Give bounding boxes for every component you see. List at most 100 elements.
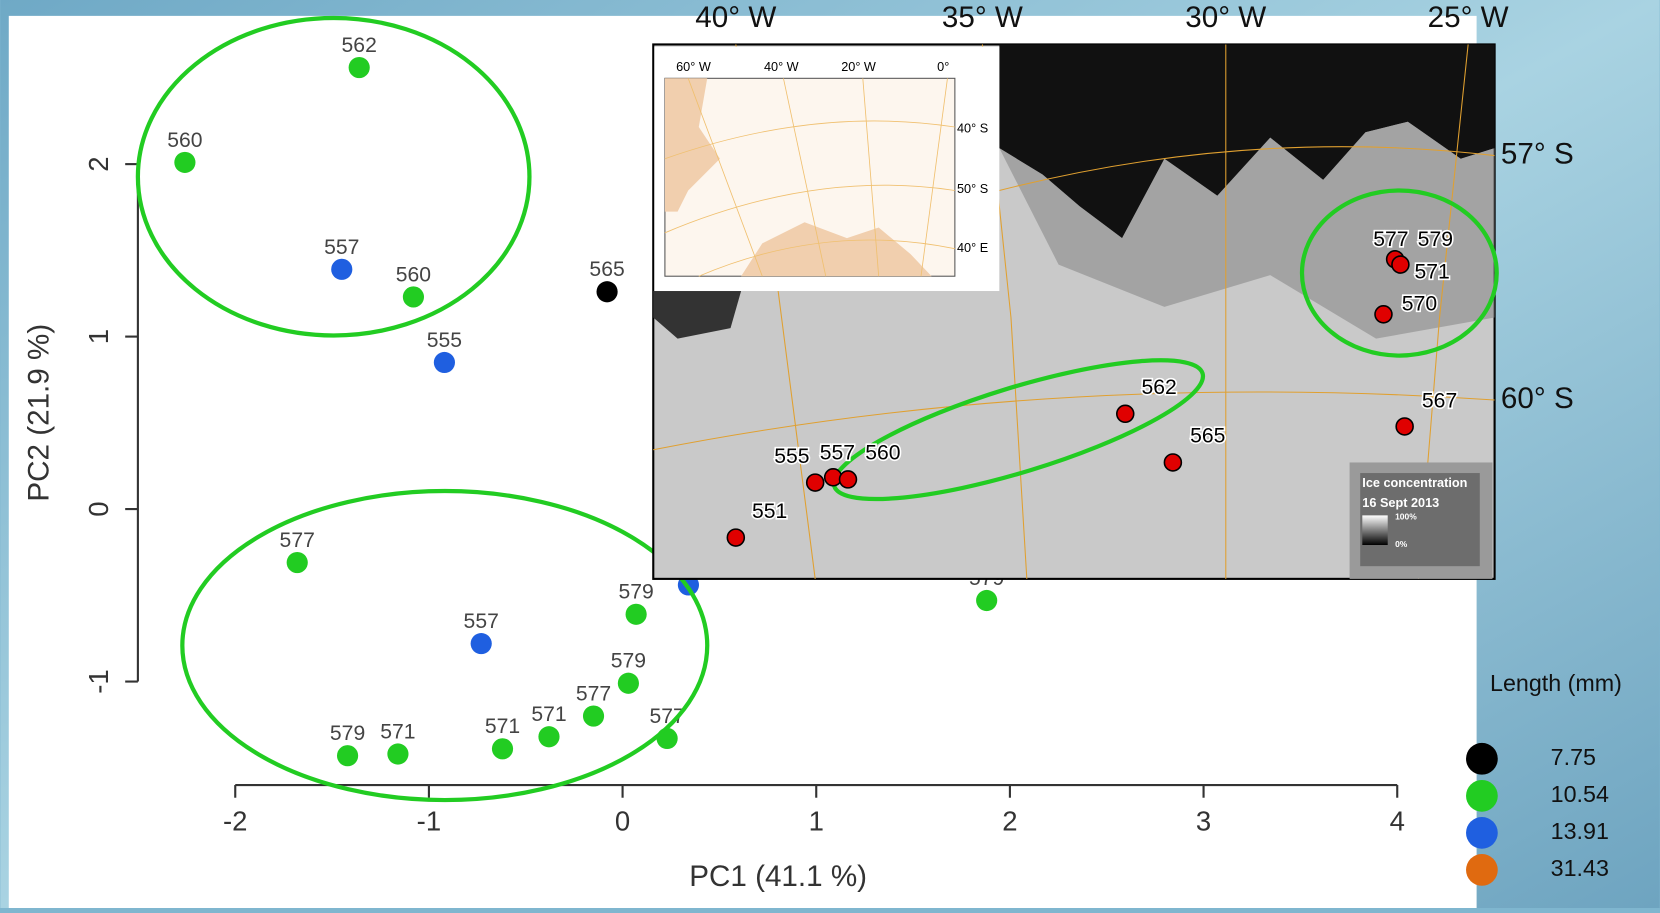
station-label: 555 — [774, 445, 809, 468]
station — [1391, 255, 1410, 274]
longitude-label: 35° W — [942, 1, 1023, 34]
station — [1374, 305, 1393, 324]
x-tick-label: -1 — [417, 806, 441, 837]
ice-free-water — [653, 44, 1495, 239]
y-tick-label: -1 — [83, 669, 114, 693]
longitude-label: 25° W — [1428, 1, 1509, 34]
point-label: 571 — [531, 703, 566, 726]
legend-label: 31.43 — [1551, 855, 1609, 881]
legend-label: 13.91 — [1551, 818, 1609, 844]
point — [174, 151, 196, 173]
inset-lon-label: 60° W — [676, 60, 711, 74]
point-label: 565 — [589, 258, 624, 281]
station-label: 577 — [1373, 228, 1408, 251]
station — [726, 528, 746, 547]
point — [433, 351, 455, 374]
parallel — [999, 146, 1495, 192]
point — [617, 672, 639, 694]
point-label: 560 — [167, 129, 202, 152]
point — [336, 745, 359, 767]
y-tick-label: 0 — [83, 501, 114, 516]
point — [625, 603, 647, 625]
point — [470, 633, 492, 655]
station — [1395, 417, 1414, 436]
inset-lat-label: 40° S — [957, 121, 988, 135]
latitude-label: 57° S — [1501, 137, 1574, 170]
inset-lat-label: 40° E — [957, 241, 988, 255]
ice-free-patch — [653, 291, 742, 339]
cluster-ellipse — [1299, 188, 1499, 358]
x-tick-label: 3 — [1196, 806, 1211, 837]
inset-lon-label: 0° — [937, 60, 949, 74]
point — [656, 727, 678, 750]
point-label: 571 — [380, 720, 415, 743]
point-label: 577 — [649, 705, 684, 728]
x-tick-label: 1 — [809, 806, 824, 837]
inset-graticule — [664, 78, 955, 277]
station — [1163, 453, 1183, 472]
legend-swatch — [1466, 816, 1498, 849]
station-label: 551 — [752, 500, 787, 523]
point — [402, 286, 425, 308]
legend-title: Length (mm) — [1490, 670, 1622, 696]
land — [664, 78, 932, 277]
x-axis-label: PC1 (41.1 %) — [689, 860, 867, 893]
point-label: 579 — [618, 581, 653, 604]
station-label: 571 — [1415, 261, 1450, 284]
ice-legend-title: Ice concentration — [1362, 476, 1467, 490]
inset-lat-label: 50° S — [957, 182, 988, 196]
y-tick-label: 1 — [83, 329, 114, 344]
legend: Length (mm) 7.75 10.54 13.91 31.43 — [1466, 670, 1622, 886]
point-label: 579 — [611, 650, 646, 673]
point-label: 560 — [396, 263, 431, 286]
station — [838, 470, 858, 489]
x-tick-label: 4 — [1390, 806, 1405, 837]
station-label: 579 — [1418, 228, 1453, 251]
ice-legend-high: 100% — [1395, 512, 1417, 522]
point — [331, 258, 353, 280]
inset-lon-label: 40° W — [764, 60, 799, 74]
point-label: 557 — [324, 236, 359, 259]
y-tick-label: 2 — [83, 156, 114, 171]
cluster-ellipse — [135, 15, 532, 338]
cluster-ellipse — [180, 488, 710, 803]
ice-legend-low: 0% — [1395, 539, 1408, 549]
longitude-label: 40° W — [695, 1, 776, 34]
y-axis-label: PC2 (21.9 %) — [22, 324, 55, 502]
station — [1115, 404, 1135, 424]
x-tick-label: 2 — [1002, 806, 1017, 837]
point — [582, 705, 605, 727]
parallel — [653, 391, 1495, 451]
ice-legend-date: 16 Sept 2013 — [1362, 496, 1439, 510]
legend-label: 7.75 — [1551, 744, 1596, 770]
point — [491, 738, 514, 760]
point — [286, 551, 308, 574]
x-tick-label: 0 — [615, 806, 630, 837]
station-label: 570 — [1402, 292, 1437, 315]
x-tick-label: -2 — [223, 806, 247, 837]
station-label: 562 — [1141, 376, 1176, 399]
ice-edge — [999, 121, 1495, 339]
scatter-plot: -2 -1 0 1 2 3 4 -1 0 1 2 PC1 (41.1 %) PC2 (21.9 %) 56… — [22, 15, 1405, 893]
inset-lon-label: 20° W — [841, 60, 876, 74]
legend-swatch — [1466, 854, 1498, 886]
longitude-label: 30° W — [1185, 1, 1266, 34]
point-label: 577 — [280, 529, 315, 552]
point — [538, 726, 560, 748]
latitude-label: 60° S — [1501, 382, 1574, 415]
ice-scale — [1362, 515, 1388, 546]
point-label: 557 — [464, 610, 499, 633]
point — [387, 743, 409, 765]
point-label: 555 — [427, 329, 462, 352]
point-label: 562 — [342, 34, 377, 57]
point — [596, 281, 618, 303]
point-label: 571 — [485, 715, 520, 738]
legend-swatch — [1466, 779, 1498, 812]
legend-label: 10.54 — [1551, 781, 1609, 807]
station — [805, 473, 825, 492]
point — [348, 56, 370, 79]
station-label: 557 — [820, 442, 855, 465]
station-label: 567 — [1422, 390, 1457, 413]
